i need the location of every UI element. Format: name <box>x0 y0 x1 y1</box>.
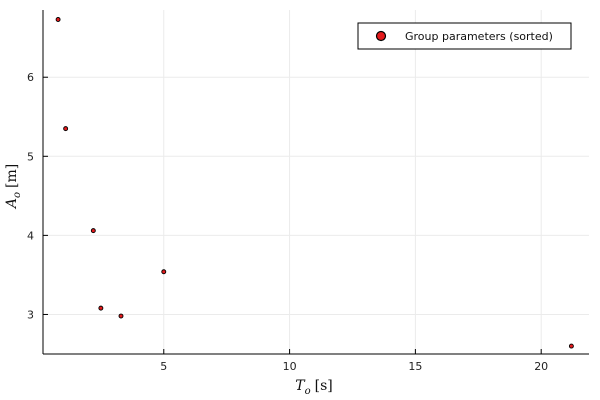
y-axis-label: Ao[m] <box>4 164 23 210</box>
x-tick-label: 20 <box>534 360 548 373</box>
data-point <box>63 126 69 132</box>
grid-lines <box>43 10 589 354</box>
x-ticks: 5 10 15 20 <box>160 349 548 373</box>
data-point <box>568 343 574 349</box>
x-tick-label: 15 <box>408 360 422 373</box>
legend-label: Group parameters (sorted) <box>405 30 553 43</box>
legend-marker-icon <box>375 30 387 42</box>
data-point <box>98 305 104 311</box>
y-tick-label: 5 <box>27 150 34 163</box>
data-points <box>55 17 574 349</box>
y-tick-label: 4 <box>27 229 34 242</box>
axes <box>42 10 589 355</box>
data-point <box>55 17 61 22</box>
y-tick-label: 3 <box>27 308 34 321</box>
data-point <box>90 228 96 234</box>
x-tick-label: 10 <box>283 360 297 373</box>
x-tick-label: 5 <box>160 360 167 373</box>
data-point <box>161 269 167 275</box>
legend-box <box>357 22 572 50</box>
legend: Group parameters (sorted) <box>357 22 572 50</box>
x-axis-label: To [s] <box>295 378 332 397</box>
y-tick-label: 6 <box>27 71 34 84</box>
data-point <box>118 313 124 319</box>
y-ticks: 3 4 5 6 <box>27 71 48 321</box>
